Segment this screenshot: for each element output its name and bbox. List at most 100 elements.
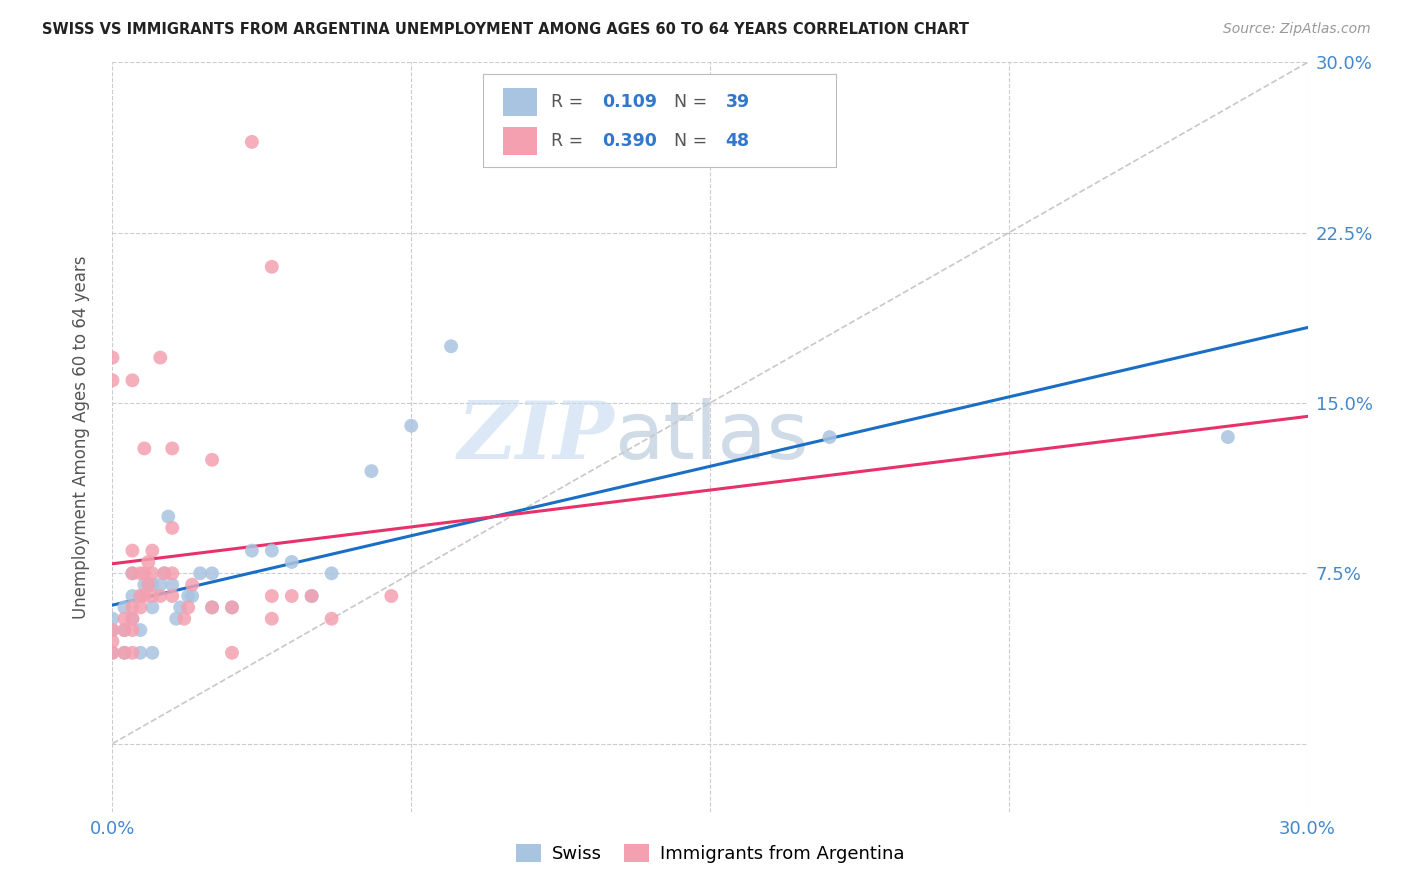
Point — [141, 646, 163, 660]
Point — [177, 589, 200, 603]
Text: R =: R = — [551, 132, 589, 150]
Text: 0.390: 0.390 — [603, 132, 658, 150]
Point — [153, 566, 176, 581]
Point — [360, 464, 382, 478]
Point — [101, 612, 124, 626]
Point — [121, 600, 143, 615]
Point — [162, 442, 183, 456]
Point — [129, 646, 152, 660]
Text: N =: N = — [675, 132, 713, 150]
Point — [221, 646, 243, 660]
Bar — [503, 87, 537, 116]
Point — [138, 555, 160, 569]
Point — [138, 577, 160, 591]
Point — [201, 452, 224, 467]
Text: R =: R = — [551, 93, 589, 111]
Point — [440, 339, 463, 353]
Point — [134, 566, 156, 581]
Point — [149, 351, 172, 365]
Point — [141, 589, 163, 603]
Point — [162, 577, 183, 591]
Point — [162, 521, 183, 535]
Point — [260, 543, 283, 558]
Text: 48: 48 — [725, 132, 749, 150]
Point — [101, 646, 124, 660]
Point — [114, 623, 135, 637]
Point — [121, 543, 143, 558]
Legend: Swiss, Immigrants from Argentina: Swiss, Immigrants from Argentina — [509, 837, 911, 870]
Point — [121, 612, 143, 626]
Point — [818, 430, 841, 444]
Point — [129, 589, 152, 603]
Point — [201, 600, 224, 615]
Point — [301, 589, 323, 603]
Point — [181, 589, 204, 603]
Point — [101, 373, 124, 387]
Point — [321, 566, 343, 581]
Point — [1216, 430, 1239, 444]
Point — [141, 600, 163, 615]
Point — [162, 566, 183, 581]
Point — [121, 566, 143, 581]
Point — [301, 589, 323, 603]
Point — [121, 589, 143, 603]
Text: N =: N = — [675, 93, 713, 111]
Point — [260, 589, 283, 603]
Text: Source: ZipAtlas.com: Source: ZipAtlas.com — [1223, 22, 1371, 37]
Point — [181, 577, 204, 591]
Point — [129, 600, 152, 615]
Point — [153, 566, 176, 581]
Point — [173, 612, 195, 626]
Point — [221, 600, 243, 615]
Point — [321, 612, 343, 626]
Text: atlas: atlas — [614, 398, 808, 476]
Point — [114, 623, 135, 637]
Point — [169, 600, 191, 615]
Point — [260, 260, 283, 274]
Point — [101, 351, 124, 365]
Point — [121, 623, 143, 637]
Point — [157, 509, 180, 524]
Point — [101, 634, 124, 648]
Point — [149, 589, 172, 603]
Point — [401, 418, 423, 433]
Point — [138, 577, 160, 591]
Point — [260, 612, 283, 626]
Point — [380, 589, 402, 603]
Point — [201, 566, 224, 581]
Point — [129, 566, 152, 581]
Point — [121, 646, 143, 660]
Point — [281, 555, 304, 569]
Point — [134, 577, 156, 591]
Text: 0.109: 0.109 — [603, 93, 658, 111]
Point — [121, 566, 143, 581]
FancyBboxPatch shape — [484, 74, 835, 168]
Bar — [503, 127, 537, 155]
Point — [141, 543, 163, 558]
Point — [134, 442, 156, 456]
Point — [240, 543, 263, 558]
Point — [165, 612, 187, 626]
Text: ZIP: ZIP — [457, 399, 614, 475]
Point — [188, 566, 211, 581]
Point — [141, 566, 163, 581]
Point — [162, 589, 183, 603]
Point — [177, 600, 200, 615]
Point — [281, 589, 304, 603]
Point — [201, 600, 224, 615]
Point — [114, 612, 135, 626]
Point — [129, 623, 152, 637]
Y-axis label: Unemployment Among Ages 60 to 64 years: Unemployment Among Ages 60 to 64 years — [72, 255, 90, 619]
Text: 39: 39 — [725, 93, 749, 111]
Point — [114, 600, 135, 615]
Point — [101, 623, 124, 637]
Point — [141, 577, 163, 591]
Text: SWISS VS IMMIGRANTS FROM ARGENTINA UNEMPLOYMENT AMONG AGES 60 TO 64 YEARS CORREL: SWISS VS IMMIGRANTS FROM ARGENTINA UNEMP… — [42, 22, 969, 37]
Point — [240, 135, 263, 149]
Point — [134, 589, 156, 603]
Point — [121, 612, 143, 626]
Point — [114, 646, 135, 660]
Point — [221, 600, 243, 615]
Point — [149, 577, 172, 591]
Point — [101, 623, 124, 637]
